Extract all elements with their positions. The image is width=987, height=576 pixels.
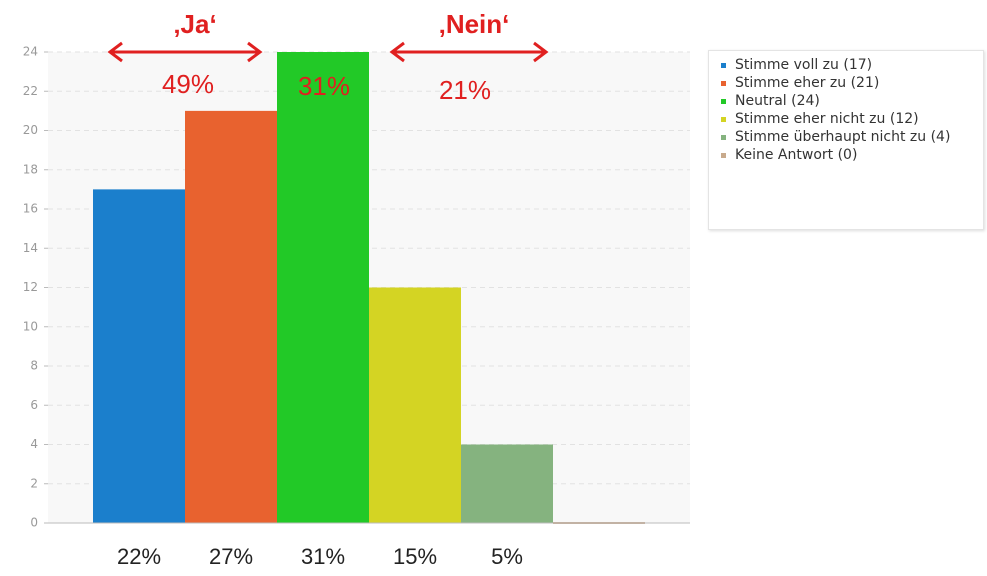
legend: Stimme voll zu (17) Stimme eher zu (21) Ne… <box>708 50 984 230</box>
legend-swatch <box>721 63 726 68</box>
percent-label: 22% <box>117 544 161 569</box>
annotation: ‚Ja‘ <box>173 9 216 39</box>
y-tick-label: 16 <box>23 202 38 216</box>
percent-label: 5% <box>491 544 523 569</box>
annotation: 49% <box>162 69 214 99</box>
legend-item: Neutral (24) <box>715 92 960 110</box>
bar <box>93 189 185 523</box>
legend-item: Stimme voll zu (17) <box>715 56 960 74</box>
legend-swatch <box>721 99 726 104</box>
arrows <box>107 41 549 63</box>
y-tick-label: 20 <box>23 123 38 137</box>
percent-label: 15% <box>393 544 437 569</box>
legend-swatch <box>721 135 726 140</box>
y-tick-label: 14 <box>23 241 38 255</box>
y-tick-label: 8 <box>30 359 38 373</box>
legend-swatch <box>721 117 726 122</box>
y-tick-label: 24 <box>23 45 38 59</box>
legend-swatch <box>721 81 726 86</box>
legend-label: Neutral (24) <box>735 93 820 109</box>
arrow <box>389 41 549 63</box>
annotation: 31% <box>298 71 350 101</box>
y-tick-label: 4 <box>30 437 38 451</box>
legend-item: Stimme eher nicht zu (12) <box>715 110 960 128</box>
y-tick-label: 0 <box>30 516 38 530</box>
legend-label: Stimme eher zu (21) <box>735 75 880 91</box>
legend-label: Stimme überhaupt nicht zu (4) <box>735 129 951 145</box>
annotation: ‚Nein‘ <box>439 9 510 39</box>
bar <box>185 110 277 523</box>
y-tick-label: 18 <box>23 162 38 176</box>
marks <box>48 51 690 524</box>
legend-label: Stimme eher nicht zu (12) <box>735 111 919 127</box>
bar <box>461 444 553 523</box>
bar <box>277 52 369 523</box>
y-tick-label: 6 <box>30 398 38 412</box>
legend-item: Keine Antwort (0) <box>715 146 960 164</box>
legend-label: Stimme voll zu (17) <box>735 57 873 73</box>
legend-item: Stimme überhaupt nicht zu (4) <box>715 128 960 146</box>
legend-swatch <box>721 153 726 158</box>
y-tick-label: 10 <box>23 319 38 333</box>
arrow <box>107 41 263 63</box>
legend-item: Stimme eher zu (21) <box>715 74 960 92</box>
y-tick-label: 12 <box>23 280 38 294</box>
percent-label: 31% <box>301 544 345 569</box>
percent-label: 27% <box>209 544 253 569</box>
annotation: 21% <box>439 75 491 105</box>
y-tick-label: 22 <box>23 84 38 98</box>
bar <box>369 287 461 523</box>
legend-label: Keine Antwort (0) <box>735 147 858 163</box>
y-tick-label: 2 <box>30 476 38 490</box>
